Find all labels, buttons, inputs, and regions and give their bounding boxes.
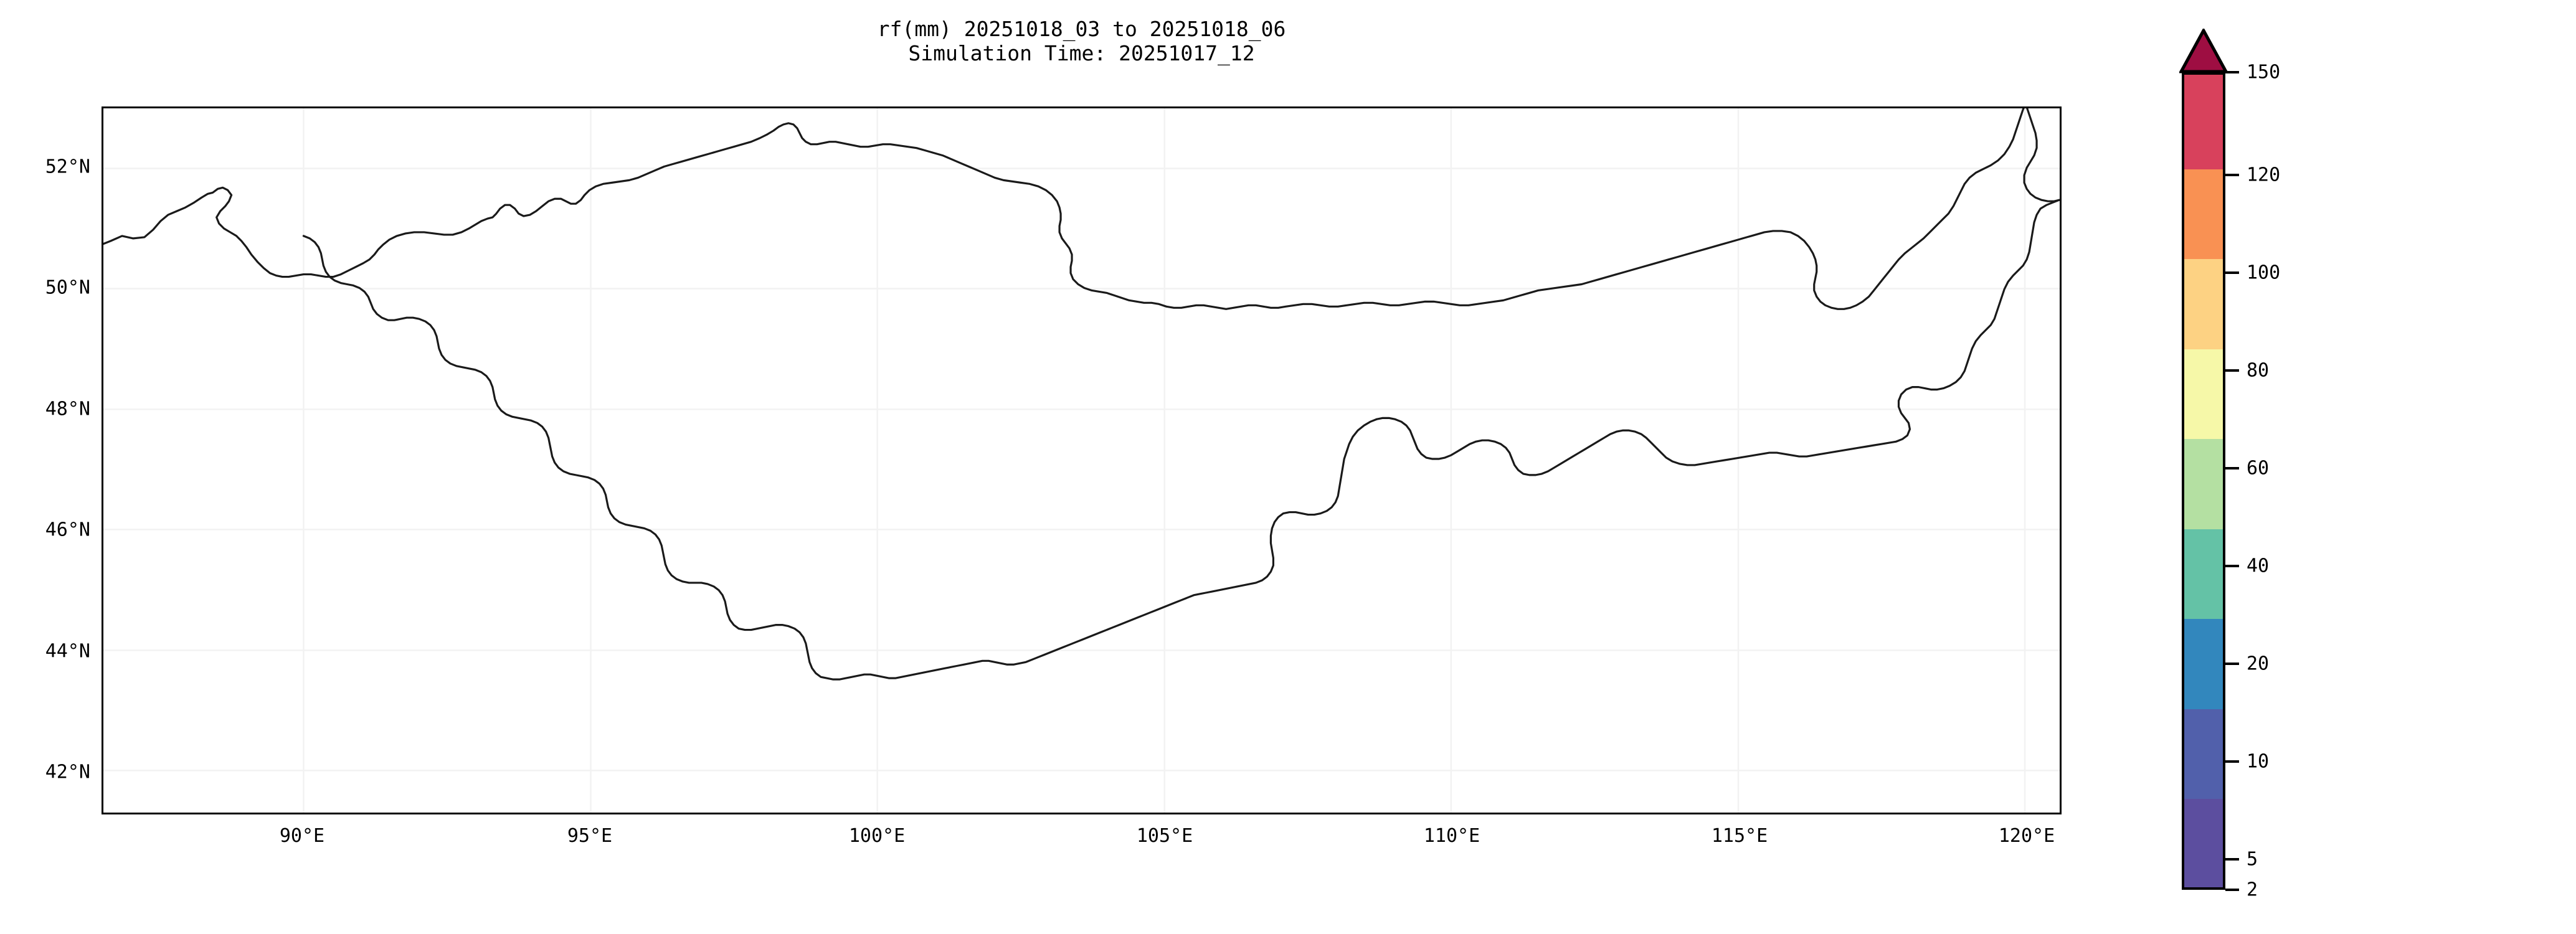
colorbar-tick-20 [2225,663,2239,665]
colorbar-label-40: 40 [2247,555,2270,577]
colorbar-label-150: 150 [2247,61,2281,83]
colorbar-label-5: 5 [2247,848,2258,870]
colorbar-label-100: 100 [2247,262,2281,284]
colorbar-tick-150 [2225,71,2239,73]
x-tick-110E: 110°E [1423,825,1480,847]
colorbar-band-100-120 [2184,169,2223,260]
y-tick-44N: 44°N [45,640,90,663]
colorbar-label-60: 60 [2247,457,2270,479]
colorbar-tick-120 [2225,174,2239,176]
y-tick-52N: 52°N [45,156,90,178]
x-tick-115E: 115°E [1711,825,1768,847]
map-plot-area [103,108,2060,813]
x-tick-105E: 105°E [1136,825,1193,847]
colorbar-tick-10 [2225,760,2239,763]
y-tick-46N: 46°N [45,519,90,541]
colorbar-tick-2 [2225,889,2239,891]
colorbar-bands [2182,72,2225,890]
colorbar-tick-60 [2225,467,2239,469]
colorbar-arrow-svg [2179,29,2228,73]
colorbar-band-20-40 [2184,529,2223,620]
y-tick-48N: 48°N [45,398,90,420]
chart-title: rf(mm) 20251018_03 to 20251018_06 Simula… [102,17,2062,66]
colorbar-label-2: 2 [2247,879,2258,901]
colorbar-extend-arrow [2179,29,2228,73]
colorbar-band-5-10 [2184,709,2223,800]
mongolia-border-south [302,235,1378,681]
colorbar-tick-100 [2225,271,2239,274]
title-line-2: Simulation Time: 20251017_12 [908,40,1255,65]
colorbar-tick-80 [2225,369,2239,372]
colorbar-band-120-150 [2184,75,2223,169]
x-tick-100E: 100°E [848,825,906,847]
y-tick-42N: 42°N [45,761,90,783]
colorbar-label-20: 20 [2247,653,2270,675]
title-line-1: rf(mm) 20251018_03 to 20251018_06 [877,17,1286,41]
y-tick-50N: 50°N [45,276,90,299]
mongolia-border-east [1375,199,2060,476]
gridlines-latitude [103,167,2060,771]
mongolia-border [103,108,2060,310]
colorbar-band-10-20 [2184,619,2223,709]
x-tick-120E: 120°E [1998,825,2055,847]
colorbar-label-80: 80 [2247,359,2270,382]
x-tick-95E: 95°E [567,825,613,847]
colorbar-band-80-100 [2184,259,2223,349]
x-tick-90E: 90°E [279,825,325,847]
colorbar-tick-40 [2225,565,2239,567]
map-axes[interactable] [102,106,2062,814]
colorbar-band-2-5 [2184,799,2223,887]
colorbar-label-10: 10 [2247,750,2270,773]
colorbar-tick-5 [2225,858,2239,861]
colorbar[interactable]: 150 120 100 80 60 40 20 10 5 2 [2179,29,2280,901]
gridlines-longitude [303,108,2026,813]
map-svg [103,108,2060,813]
colorbar-band-40-60 [2184,439,2223,529]
colorbar-band-60-80 [2184,349,2223,440]
colorbar-label-120: 120 [2247,164,2281,186]
